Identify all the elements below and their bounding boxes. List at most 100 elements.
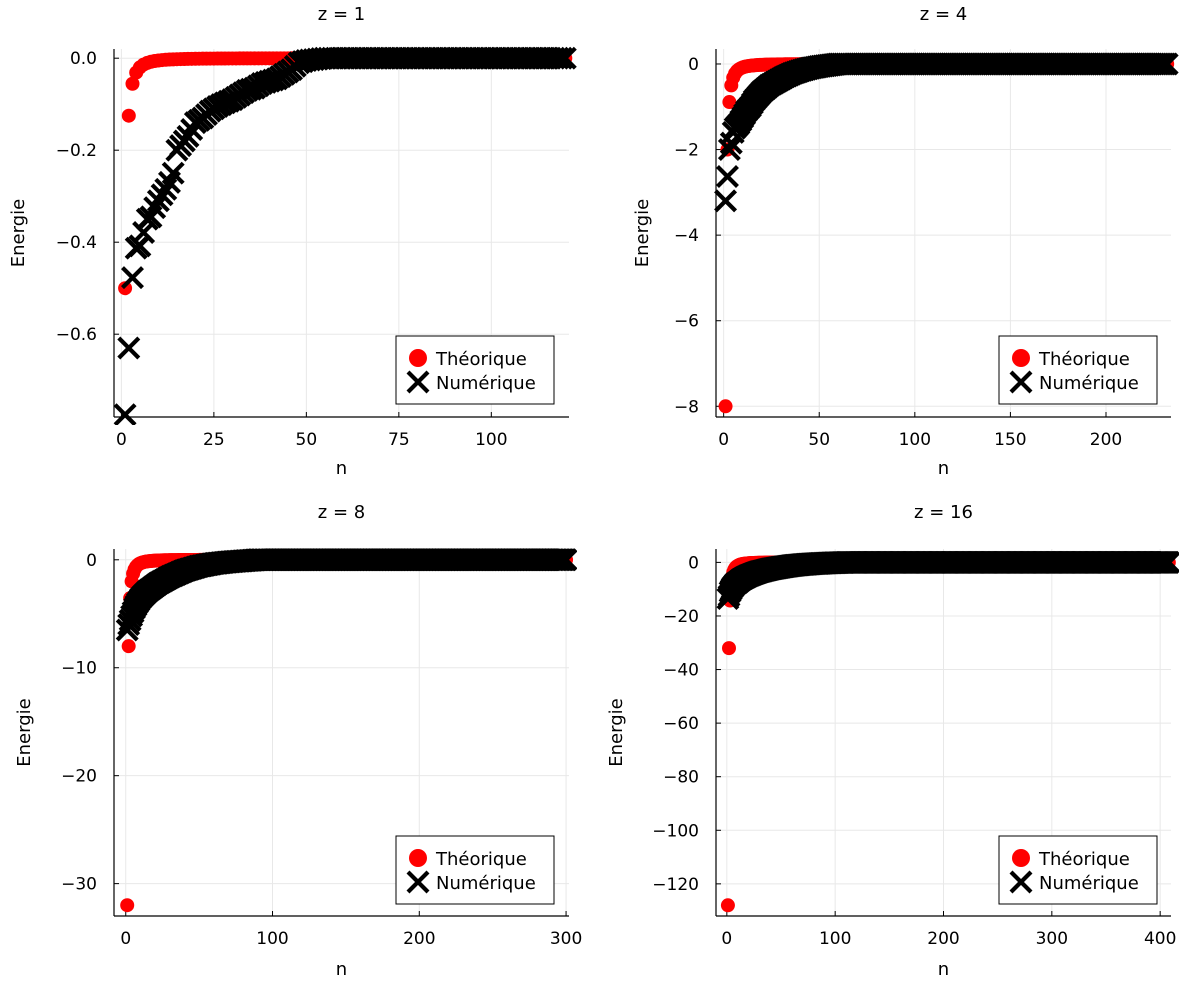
- numerique-point: [132, 221, 156, 245]
- subplot-2: 0 50 100 150 200 0 −2 −4 −6 −8 z = 4 n Energie Théori…: [632, 4, 1179, 479]
- theorique-point: [125, 76, 140, 91]
- x-axis-label: n: [938, 959, 949, 980]
- y-tick-label: −4: [674, 226, 699, 246]
- x-tick-label: 100: [899, 430, 931, 450]
- legend-box: [395, 835, 555, 905]
- numerique-point: [553, 46, 577, 70]
- theorique-point: [718, 399, 733, 414]
- y-tick-label: 0: [688, 553, 699, 573]
- legend-label-theorique: Théorique: [1038, 849, 1130, 870]
- x-tick-label: 0: [721, 929, 732, 949]
- subplot-4: 0 100 200 300 400 0 −20 −40 −60 −80 −100 −120 z = 16…: [606, 502, 1179, 980]
- x-tick-label: 100: [256, 929, 288, 949]
- y-tick-label: −120: [652, 875, 699, 895]
- legend: Théorique Numérique: [998, 335, 1158, 405]
- legend: Théorique Numérique: [998, 835, 1158, 905]
- legend-x-marker: [406, 370, 430, 394]
- x-tick-label: 100: [475, 430, 507, 450]
- legend-label-theorique: Théorique: [435, 349, 527, 370]
- y-tick-label: 0: [86, 551, 97, 571]
- theorique-point: [722, 95, 737, 110]
- legend-label-numerique: Numérique: [1039, 373, 1139, 394]
- y-tick-label: −40: [663, 661, 699, 681]
- legend-box: [998, 335, 1158, 405]
- subplot-title: z = 4: [920, 4, 967, 25]
- subplot-title: z = 1: [318, 4, 365, 25]
- x-tick-label: 200: [403, 929, 435, 949]
- legend-circle-marker: [1012, 349, 1030, 367]
- subplot-title: z = 16: [914, 502, 973, 523]
- numerique-point: [546, 46, 570, 70]
- legend-x-marker: [406, 870, 430, 894]
- markers: [113, 46, 577, 425]
- legend-label-numerique: Numérique: [1039, 873, 1139, 894]
- x-tick-label: 25: [203, 430, 225, 450]
- markers: [115, 548, 577, 913]
- y-tick-label: −80: [663, 768, 699, 788]
- x-tick-label: 150: [994, 430, 1026, 450]
- legend-circle-marker: [409, 349, 427, 367]
- subplot-1: 0 25 50 75 100 0.0 −0.2 −0.4 −0.6 z = 1 n Energie Th…: [8, 4, 577, 479]
- y-tick-label: −30: [61, 875, 97, 895]
- y-tick-label: 0: [688, 55, 699, 75]
- numerique-point: [121, 266, 144, 290]
- x-axis-label: n: [336, 959, 347, 980]
- y-tick-label: −8: [674, 397, 699, 417]
- y-tick-label: −20: [663, 607, 699, 627]
- y-tick-label: −0.6: [56, 325, 97, 345]
- markers: [714, 52, 1179, 414]
- numerique-point: [550, 46, 574, 70]
- x-tick-label: 50: [296, 430, 318, 450]
- x-axis-label: n: [336, 458, 347, 479]
- x-tick-label: 200: [1090, 430, 1122, 450]
- y-tick-label: −2: [674, 141, 699, 161]
- y-tick-label: −6: [674, 312, 699, 332]
- theorique-point: [720, 898, 735, 913]
- y-axis-label: Energie: [8, 199, 29, 267]
- x-tick-label: 400: [1144, 929, 1176, 949]
- y-tick-label: −10: [61, 659, 97, 679]
- y-axis-label: Energie: [606, 698, 627, 766]
- x-axis-label: n: [938, 458, 949, 479]
- theorique-point: [120, 898, 135, 913]
- x-tick-label: 75: [388, 430, 410, 450]
- legend-x-marker: [1009, 870, 1033, 894]
- numerique-point: [1157, 550, 1179, 574]
- numerique-point: [715, 165, 739, 189]
- y-axis-label: Energie: [632, 199, 653, 267]
- y-tick-label: −100: [652, 821, 699, 841]
- numerique-point: [117, 336, 141, 360]
- y-tick-label: −0.2: [56, 141, 97, 161]
- y-tick-label: −60: [663, 714, 699, 734]
- legend-label-theorique: Théorique: [435, 849, 527, 870]
- y-tick-label: −20: [61, 767, 97, 787]
- y-axis-label: Energie: [14, 698, 35, 766]
- numerique-point: [714, 189, 738, 213]
- x-tick-label: 200: [927, 929, 959, 949]
- numerique-point: [113, 403, 137, 425]
- legend-label-numerique: Numérique: [436, 373, 536, 394]
- legend-label-theorique: Théorique: [1038, 349, 1130, 370]
- legend-x-marker: [1009, 370, 1033, 394]
- theorique-point: [121, 639, 136, 654]
- y-tick-label: −0.4: [56, 233, 97, 253]
- subplot-3: 0 100 200 300 0 −10 −20 −30 z = 8 n Energie Théoriq…: [14, 502, 582, 980]
- x-tick-label: 0: [718, 430, 729, 450]
- legend: Théorique Numérique: [395, 335, 555, 405]
- theorique-point: [722, 641, 736, 656]
- x-tick-label: 0: [120, 929, 131, 949]
- legend-circle-marker: [409, 849, 427, 867]
- numerique-point: [717, 138, 741, 162]
- x-tick-label: 300: [1036, 929, 1068, 949]
- theorique-point: [121, 108, 136, 123]
- x-tick-label: 100: [819, 929, 851, 949]
- legend-box: [998, 835, 1158, 905]
- legend-label-numerique: Numérique: [436, 873, 536, 894]
- legend: Théorique Numérique: [395, 835, 555, 905]
- x-tick-label: 300: [550, 929, 582, 949]
- numerique-point: [161, 161, 185, 185]
- x-tick-label: 0: [116, 430, 127, 450]
- y-tick-label: 0.0: [70, 49, 97, 69]
- subplot-title: z = 8: [318, 502, 365, 523]
